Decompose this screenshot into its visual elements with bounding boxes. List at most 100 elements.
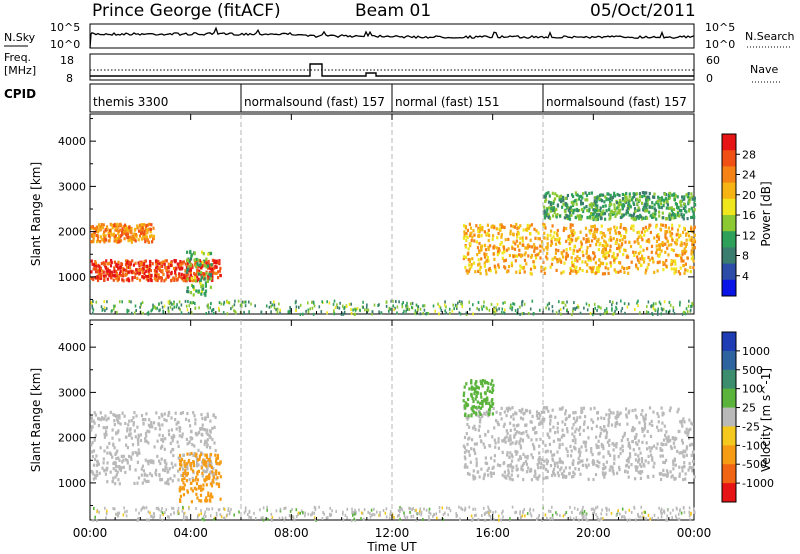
heatmap-cell	[533, 474, 536, 478]
heatmap-cell	[651, 195, 655, 199]
heatmap-cell	[573, 208, 576, 212]
heatmap-cell	[553, 453, 556, 457]
heatmap-cell	[687, 428, 690, 432]
ground-scatter-cell	[592, 507, 594, 511]
heatmap-cell	[642, 428, 645, 432]
heatmap-cell	[540, 462, 543, 466]
heatmap-cell	[472, 229, 475, 233]
heatmap-cell	[584, 415, 587, 419]
heatmap-cell	[179, 426, 182, 430]
heatmap-cell	[608, 207, 611, 211]
heatmap-cell	[201, 471, 204, 475]
heatmap-cell	[656, 425, 659, 429]
heatmap-cell	[174, 273, 178, 277]
heatmap-cell	[100, 238, 104, 242]
heatmap-cell	[556, 258, 559, 262]
ground-scatter-cell	[647, 513, 650, 517]
heatmap-cell	[203, 259, 206, 263]
heatmap-cell	[513, 434, 516, 438]
heatmap-cell	[172, 454, 175, 458]
heatmap-cell	[652, 260, 655, 264]
ground-scatter-cell	[92, 299, 94, 303]
heatmap-cell	[603, 246, 606, 250]
heatmap-cell	[179, 260, 182, 264]
heatmap-cell	[510, 453, 513, 457]
heatmap-cell	[691, 195, 694, 199]
heatmap-cell	[464, 245, 467, 249]
heatmap-cell	[201, 283, 204, 288]
heatmap-cell	[598, 212, 601, 217]
nave-tick-top: 60	[706, 54, 720, 67]
heatmap-cell	[197, 448, 200, 452]
heatmap-cell	[110, 233, 113, 237]
heatmap-cell	[634, 441, 638, 445]
heatmap-cell	[165, 259, 168, 263]
heatmap-cell	[202, 458, 205, 462]
heatmap-cell	[660, 196, 664, 200]
heatmap-cell	[483, 445, 486, 449]
heatmap-cell	[199, 439, 203, 443]
heatmap-cell	[498, 249, 501, 253]
heatmap-cell	[618, 211, 621, 215]
heatmap-cell	[575, 202, 578, 206]
heatmap-cell	[497, 437, 500, 441]
colorbar-segment	[722, 407, 736, 427]
ground-scatter-cell	[593, 510, 596, 514]
ground-scatter-cell	[504, 308, 506, 312]
heatmap-cell	[627, 460, 630, 464]
heatmap-cell	[489, 244, 492, 248]
heatmap-cell	[478, 228, 481, 232]
heatmap-cell	[566, 430, 569, 434]
nsky-tick-bottom: 10^0	[50, 38, 80, 51]
heatmap-cell	[611, 212, 614, 217]
heatmap-cell	[204, 499, 208, 503]
ground-scatter-cell	[371, 310, 374, 314]
heatmap-cell	[598, 264, 602, 268]
heatmap-cell	[98, 276, 101, 281]
heatmap-cell	[589, 244, 592, 248]
heatmap-cell	[509, 407, 512, 411]
heatmap-cell	[530, 253, 534, 258]
heatmap-cell	[521, 239, 524, 243]
ground-scatter-cell	[657, 516, 659, 520]
heatmap-cell	[484, 412, 487, 416]
heatmap-cell	[595, 230, 598, 234]
heatmap-cell	[538, 451, 541, 455]
heatmap-cell	[638, 198, 641, 202]
heatmap-cell	[133, 481, 136, 485]
ground-scatter-cell	[680, 511, 683, 515]
heatmap-cell	[130, 270, 133, 274]
heatmap-cell	[201, 423, 204, 427]
heatmap-cell	[619, 269, 622, 273]
heatmap-cell	[566, 454, 569, 458]
heatmap-cell	[136, 224, 139, 228]
heatmap-cell	[559, 197, 563, 201]
ground-scatter-cell	[573, 301, 575, 305]
ground-scatter-cell	[636, 301, 638, 305]
heatmap-cell	[126, 235, 129, 240]
heatmap-cell	[150, 420, 153, 425]
heatmap-cell	[668, 191, 672, 195]
heatmap-cell	[551, 473, 554, 478]
ground-scatter-cell	[456, 514, 458, 518]
ground-scatter-cell	[617, 509, 619, 513]
heatmap-cell	[195, 464, 199, 468]
heatmap-cell	[201, 474, 204, 478]
heatmap-cell	[517, 423, 520, 427]
heatmap-cell	[685, 453, 688, 457]
ground-scatter-cell	[602, 517, 604, 520]
heatmap-cell	[558, 438, 561, 442]
heatmap-cell	[575, 265, 578, 269]
ground-scatter-cell	[370, 513, 373, 517]
heatmap-cell	[104, 266, 108, 270]
heatmap-cell	[667, 440, 670, 444]
heatmap-cell	[650, 419, 653, 423]
heatmap-cell	[491, 398, 494, 402]
heatmap-cell	[643, 203, 646, 207]
colorbar-tick-label: -1000	[742, 477, 774, 490]
heatmap-cell	[102, 223, 105, 227]
heatmap-cell	[583, 206, 586, 210]
heatmap-cell	[462, 393, 465, 397]
heatmap-cell	[693, 202, 696, 206]
heatmap-cell	[568, 414, 571, 418]
